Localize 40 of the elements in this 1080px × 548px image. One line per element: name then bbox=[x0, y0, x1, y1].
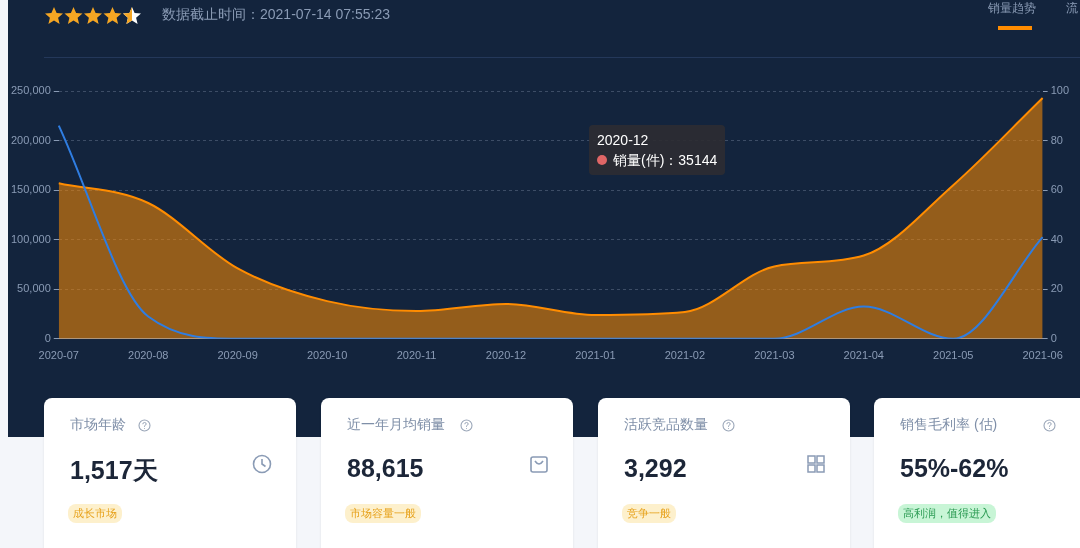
x-tick-label: 2020-10 bbox=[306, 349, 348, 362]
annotation: 2020-12 销量(件)：35144 bbox=[597, 131, 718, 170]
y2-tick-label: 40 bbox=[1050, 232, 1063, 245]
chart-subtitle: 数据截止时间：2021-07-14 07:55:23 bbox=[162, 6, 390, 24]
x-tick-label: 2021-01 bbox=[575, 349, 616, 362]
text: 销量趋势 bbox=[988, 0, 1036, 17]
y2-tick-label: 80 bbox=[1050, 133, 1063, 146]
y-tick-label: 150,000 bbox=[11, 183, 51, 196]
x-tick-label: 2020-09 bbox=[217, 349, 258, 362]
x-tick-label: 2020-08 bbox=[128, 349, 169, 362]
y-tick-label: 50,000 bbox=[17, 282, 51, 295]
text: 近一年月均销量 bbox=[347, 416, 445, 434]
text: 高利润，值得进入 bbox=[898, 504, 996, 523]
text: 流 bbox=[1066, 0, 1078, 17]
x-tick-label: 2021-03 bbox=[754, 349, 795, 362]
text: 1,517天 bbox=[70, 455, 158, 486]
text: 活跃竞品数量 bbox=[624, 416, 708, 434]
y2-tick-label: 60 bbox=[1050, 183, 1063, 196]
x-tick-label: 2021-05 bbox=[933, 349, 974, 362]
y-tick-label: 250,000 bbox=[11, 84, 51, 97]
x-tick-label: 2020-07 bbox=[38, 349, 79, 362]
x-tick-label: 2021-06 bbox=[1022, 349, 1063, 362]
y-tick-label: 100,000 bbox=[11, 232, 51, 245]
text: 销售毛利率 (估) bbox=[900, 416, 998, 434]
text: 市场年龄 bbox=[70, 416, 126, 434]
x-tick-label: 2021-04 bbox=[843, 349, 884, 362]
x-tick-label: 2020-12 bbox=[485, 349, 527, 362]
x-tick-label: 2021-02 bbox=[664, 349, 706, 362]
text: 55%-62% bbox=[900, 454, 1009, 483]
y-tick-label: 200,000 bbox=[11, 133, 51, 146]
text: 市场容量一般 bbox=[345, 504, 421, 523]
y2-tick-label: 100 bbox=[1050, 84, 1070, 97]
y2-tick-label: 0 bbox=[1050, 331, 1057, 344]
y-tick-label: 0 bbox=[44, 331, 51, 344]
text: 成长市场 bbox=[68, 504, 122, 523]
text: 竞争一般 bbox=[622, 504, 676, 523]
y2-tick-label: 20 bbox=[1050, 282, 1063, 295]
text: 88,615 bbox=[347, 454, 424, 483]
x-tick-label: 2020-11 bbox=[396, 349, 437, 362]
text: 3,292 bbox=[624, 454, 687, 483]
